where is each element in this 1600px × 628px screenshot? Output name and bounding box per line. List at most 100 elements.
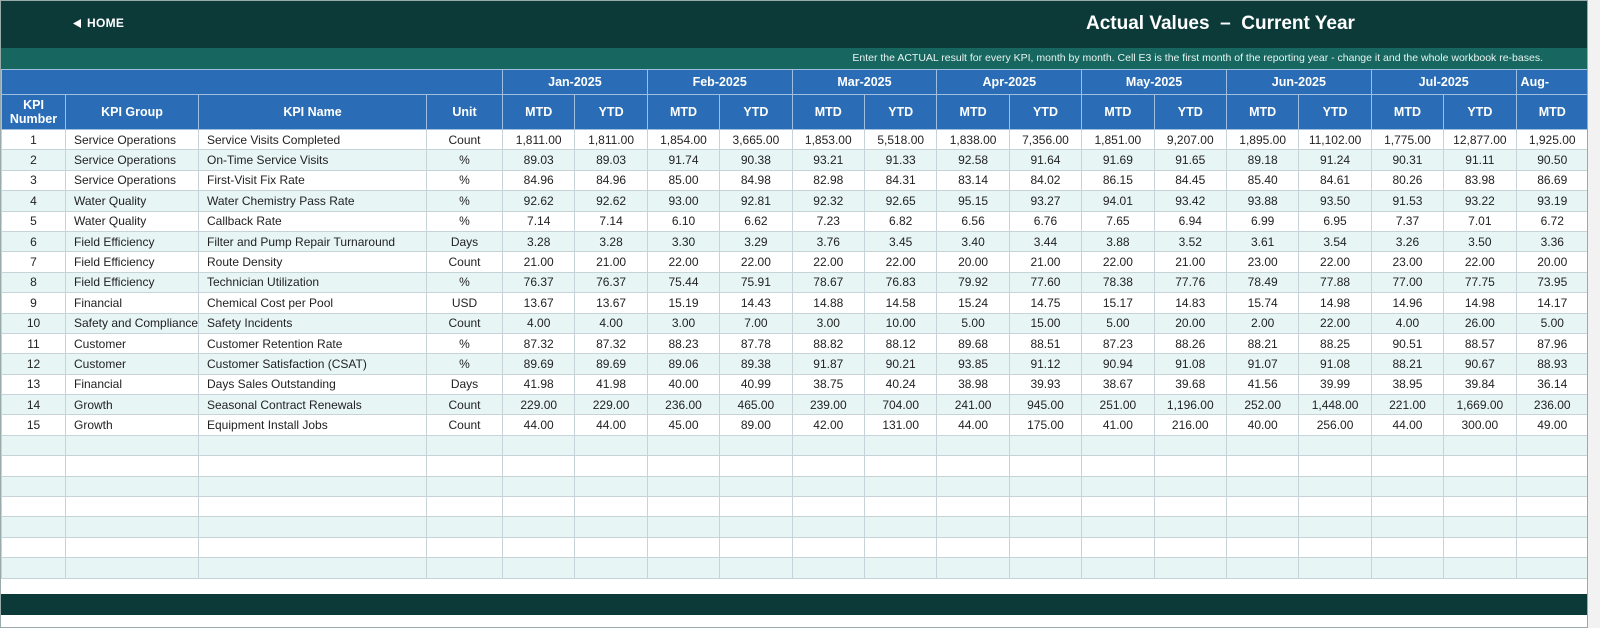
cell: 1,811.00: [501, 128, 576, 151]
header-blank: [1, 69, 503, 95]
column-header: KPI Group: [65, 94, 199, 130]
sub-header: MTD: [1370, 94, 1445, 130]
cell: 4: [1, 190, 66, 212]
empty-row: [1, 536, 1587, 559]
cell: 300.00: [1443, 414, 1517, 436]
cell: Count: [426, 251, 503, 273]
empty-cell: [501, 455, 576, 477]
data-row: 3 Service Operations First-Visit Fix Rate%…: [1, 169, 1587, 192]
cell: 44.00: [1370, 414, 1445, 436]
cell: Count: [426, 128, 503, 151]
cell: 90.51: [1370, 332, 1445, 355]
empty-cell: [936, 455, 1010, 477]
cell: 14.75: [1008, 292, 1083, 314]
cell: Days Sales Outstanding: [198, 373, 427, 396]
empty-cell: [1008, 455, 1083, 477]
empty-cell: [1008, 557, 1083, 579]
cell: 88.21: [1225, 332, 1300, 355]
empty-cell: [1153, 516, 1227, 538]
cell: %: [426, 169, 503, 192]
empty-cell: [1225, 557, 1300, 579]
cell: 22.00: [863, 251, 938, 273]
cell: 88.93: [1515, 353, 1587, 375]
cell: 14.88: [791, 292, 865, 314]
empty-cell: [1081, 455, 1155, 477]
cell: Callback Rate: [198, 210, 427, 232]
cell: 7.01: [1443, 210, 1517, 232]
cell: 44.00: [501, 414, 576, 436]
cell: 11: [1, 332, 66, 355]
empty-cell: [1515, 516, 1587, 538]
empty-cell: [791, 536, 865, 559]
empty-cell: [719, 434, 793, 457]
cell: 92.65: [863, 190, 938, 212]
cell: 87.78: [719, 332, 793, 355]
cell: Service Operations: [65, 128, 199, 151]
cell: 3.52: [1153, 230, 1227, 253]
empty-cell: [936, 496, 1010, 518]
cell: 7.00: [719, 312, 793, 334]
sub-header: YTD: [1298, 94, 1372, 130]
cell: 6.76: [1008, 210, 1083, 232]
empty-cell: [1370, 434, 1445, 457]
empty-cell: [863, 496, 938, 518]
cell: 6.72: [1515, 210, 1587, 232]
cell: 3.28: [501, 230, 576, 253]
empty-cell: [1081, 496, 1155, 518]
cell: 13.67: [501, 292, 576, 314]
empty-cell: [791, 516, 865, 538]
home-label[interactable]: HOME: [87, 16, 125, 30]
empty-cell: [1081, 536, 1155, 559]
empty-cell: [501, 475, 576, 498]
cell: 45.00: [646, 414, 721, 436]
empty-cell: [1443, 557, 1517, 579]
cell: 93.85: [936, 353, 1010, 375]
empty-cell: [501, 536, 576, 559]
cell: Field Efficiency: [65, 271, 199, 294]
cell: 92.62: [574, 190, 648, 212]
cell: 15.00: [1008, 312, 1083, 334]
empty-cell: [1153, 536, 1227, 559]
empty-cell: [1443, 455, 1517, 477]
cell: 236.00: [1515, 394, 1587, 416]
cell: 36.14: [1515, 373, 1587, 396]
cell: 91.24: [1298, 149, 1372, 171]
month-header: Jun-2025: [1225, 69, 1372, 95]
empty-cell: [574, 455, 648, 477]
cell: 3: [1, 169, 66, 192]
cell: 4.00: [501, 312, 576, 334]
cell: 3.50: [1443, 230, 1517, 253]
cell: 3.40: [936, 230, 1010, 253]
cell: 42.00: [791, 414, 865, 436]
cell: 7.37: [1370, 210, 1445, 232]
cell: 90.50: [1515, 149, 1587, 171]
empty-cell: [574, 536, 648, 559]
empty-row: [1, 557, 1587, 579]
empty-cell: [1225, 516, 1300, 538]
empty-cell: [719, 496, 793, 518]
sub-header: YTD: [1008, 94, 1083, 130]
cell: %: [426, 332, 503, 355]
cell: 15.19: [646, 292, 721, 314]
empty-cell: [426, 516, 503, 538]
empty-cell: [426, 496, 503, 518]
sub-header: MTD: [936, 94, 1010, 130]
empty-cell: [646, 496, 721, 518]
cell: Safety Incidents: [198, 312, 427, 334]
cell: Field Efficiency: [65, 251, 199, 273]
sub-header: MTD: [1081, 94, 1155, 130]
cell: 251.00: [1081, 394, 1155, 416]
sub-header: MTD: [1225, 94, 1300, 130]
empty-cell: [1081, 557, 1155, 579]
home-button[interactable]: HOME: [73, 16, 124, 30]
cell: 7,356.00: [1008, 128, 1083, 151]
cell: 77.60: [1008, 271, 1083, 294]
cell: 10.00: [863, 312, 938, 334]
empty-cell: [1153, 475, 1227, 498]
cell: On-Time Service Visits: [198, 149, 427, 171]
empty-cell: [1225, 536, 1300, 559]
cell: %: [426, 149, 503, 171]
month-header: May-2025: [1081, 69, 1227, 95]
cell: 93.50: [1298, 190, 1372, 212]
sub-header: YTD: [719, 94, 793, 130]
